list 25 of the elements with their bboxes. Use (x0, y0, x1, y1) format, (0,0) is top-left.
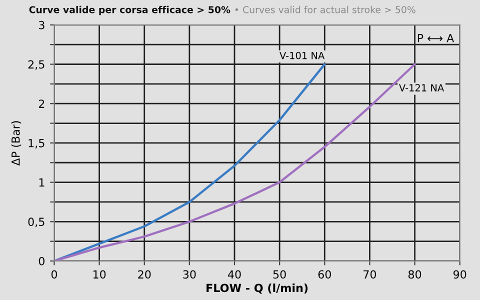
x-tick-label: 10 (93, 270, 106, 279)
line-series (54, 63, 326, 261)
y-tick-label: 2 (38, 100, 44, 108)
x-tick-label: 60 (318, 270, 331, 279)
y-tick-label: 2,5 (28, 60, 44, 70)
x-tick-label: 40 (228, 270, 241, 279)
x-axis-title: FLOW - Q (l/min) (206, 284, 308, 294)
x-tick-label: 30 (183, 270, 196, 279)
chart-subtitle: • Curves valid for actual stroke > 50% (235, 6, 416, 14)
x-tick-label: 20 (138, 270, 151, 279)
x-tick-label: 0 (51, 270, 58, 279)
y-tick-label: 1,5 (28, 139, 44, 148)
y-tick-label: 0,5 (28, 218, 44, 228)
x-tick-label: 70 (364, 270, 376, 279)
series-label: V-101 NA (280, 52, 325, 60)
x-tick-label: 50 (273, 270, 286, 279)
series-label: V-121 NA (399, 84, 444, 92)
y-tick-label: 1 (39, 178, 44, 187)
y-tick-label: 3 (38, 20, 44, 30)
chart-title: Curve valide per corsa efficace > 50% (29, 6, 230, 16)
annotation: P ⟷ A (418, 34, 454, 42)
x-tick-label: 90 (453, 270, 466, 279)
y-axis-title: ΔP (Bar) (11, 121, 22, 166)
x-tick-label: 80 (408, 270, 422, 279)
y-tick-label: 0 (38, 256, 44, 266)
